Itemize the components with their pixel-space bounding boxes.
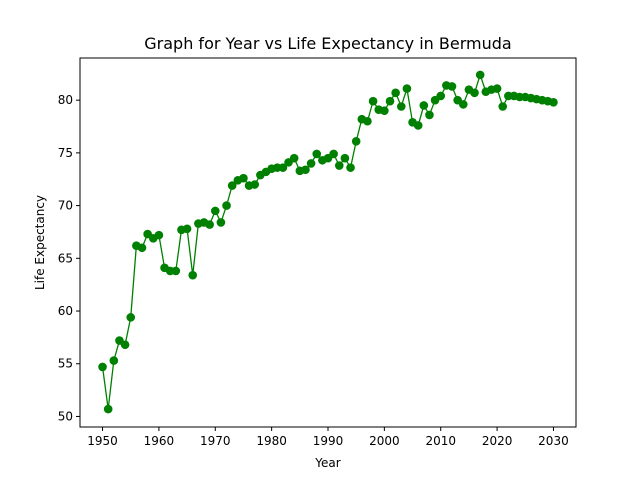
x-tick-label: 2030 — [538, 434, 569, 448]
data-point — [126, 313, 136, 322]
y-axis-label: Life Expectancy — [33, 195, 47, 290]
data-point — [154, 230, 164, 240]
data-point — [109, 356, 119, 365]
data-point — [391, 88, 400, 98]
data-point — [475, 70, 485, 80]
chart-title: Graph for Year vs Life Expectancy in Ber… — [144, 34, 511, 53]
data-point — [222, 201, 231, 210]
plot-area-frame — [79, 57, 577, 428]
data-point — [351, 136, 361, 146]
data-point — [498, 102, 508, 111]
x-tick-label: 2010 — [425, 434, 456, 448]
series-line — [101, 72, 554, 410]
y-tick-label: 50 — [58, 409, 73, 423]
data-point — [458, 100, 468, 109]
x-tick-label: 1990 — [313, 434, 344, 448]
y-tick-label: 65 — [58, 251, 73, 265]
data-point — [413, 121, 423, 130]
data-point — [492, 84, 502, 93]
data-point — [549, 97, 558, 107]
data-point — [396, 102, 406, 111]
data-point — [289, 153, 299, 163]
y-tick-label: 55 — [58, 357, 73, 371]
y-tick-label: 60 — [58, 304, 73, 318]
data-point — [210, 206, 220, 216]
data-point — [278, 163, 288, 172]
data-point — [227, 181, 237, 190]
data-point — [436, 91, 446, 101]
data-point — [312, 149, 322, 159]
data-point — [250, 180, 260, 189]
data-point — [425, 110, 434, 120]
x-tick-label: 1950 — [87, 434, 118, 448]
data-point — [120, 340, 130, 350]
data-point — [419, 101, 429, 110]
data-point — [182, 224, 192, 234]
data-point — [402, 84, 412, 93]
data-point — [137, 243, 147, 253]
data-point — [368, 96, 378, 106]
data-point — [188, 270, 198, 280]
data-points — [98, 70, 558, 414]
data-point — [385, 96, 395, 106]
data-point — [363, 116, 372, 126]
y-tick-label: 70 — [58, 199, 73, 213]
x-axis: 1950 1960 1970 1980 1990 2000 2010 2020 2030 — [87, 427, 569, 448]
data-point — [346, 163, 355, 172]
data-point — [239, 173, 248, 183]
x-axis-label: Year — [314, 456, 340, 470]
x-tick-label: 2020 — [482, 434, 513, 448]
data-point — [103, 404, 113, 414]
data-point — [98, 362, 107, 372]
data-point — [447, 82, 457, 91]
data-point — [334, 161, 344, 170]
data-point — [329, 149, 338, 159]
x-tick-label: 2000 — [369, 434, 400, 448]
data-point — [301, 165, 310, 175]
x-tick-label: 1960 — [144, 434, 175, 448]
x-tick-label: 1980 — [256, 434, 287, 448]
data-point — [216, 218, 226, 227]
data-point — [205, 220, 214, 229]
y-axis: 50 55 60 65 70 75 80 — [58, 93, 80, 423]
data-point — [306, 159, 316, 168]
y-tick-label: 75 — [58, 146, 73, 160]
y-tick-label: 80 — [58, 93, 73, 107]
data-point — [380, 106, 389, 116]
data-point — [171, 266, 181, 276]
x-tick-label: 1970 — [200, 434, 231, 448]
data-point — [470, 88, 479, 98]
data-point — [340, 153, 350, 163]
